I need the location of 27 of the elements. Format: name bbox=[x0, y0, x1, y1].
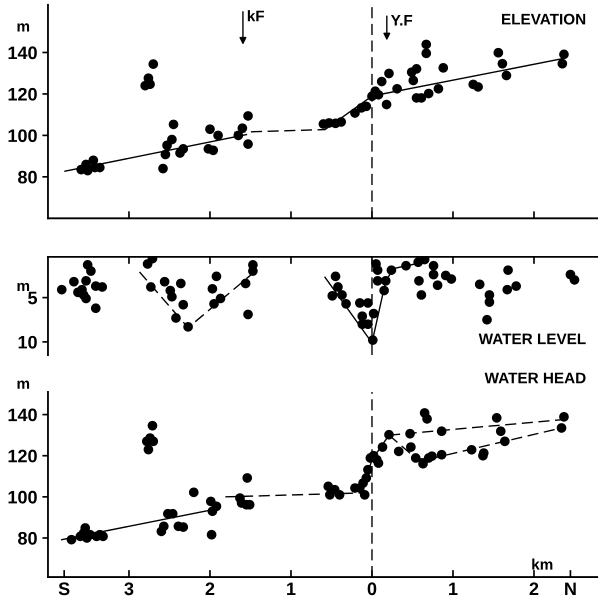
x-tick-label: 1 bbox=[449, 582, 458, 596]
chart-title: WATER HEAD bbox=[484, 372, 586, 384]
y-tick-label: 140 bbox=[8, 408, 37, 422]
y-tick-label: 100 bbox=[8, 129, 37, 142]
x-tick-label: 3 bbox=[124, 582, 134, 596]
y-tick-label: 120 bbox=[8, 450, 37, 462]
y-tick-label: 5 bbox=[28, 292, 38, 304]
y-tick-label: 10 bbox=[18, 336, 37, 349]
y-tick-label: 80 bbox=[18, 170, 37, 184]
y-axis-title: m bbox=[17, 380, 30, 389]
y-tick-label: 120 bbox=[8, 88, 37, 101]
x-tick-label: 2 bbox=[206, 582, 214, 596]
x-tick-label: S bbox=[58, 582, 70, 596]
x-tick-label: 1 bbox=[287, 582, 296, 596]
y-tick-label: 80 bbox=[18, 532, 37, 545]
x-tick-label: N bbox=[565, 582, 576, 596]
y-axis-title: m bbox=[17, 282, 30, 292]
annotation: Y.F bbox=[390, 14, 412, 26]
y-axis-title: m bbox=[17, 23, 30, 32]
x-axis-title: km bbox=[532, 558, 552, 570]
chart-title: ELEVATION bbox=[502, 14, 586, 25]
x-tick-label: 2 bbox=[530, 582, 538, 596]
y-tick-label: 100 bbox=[8, 490, 37, 504]
annotation: kF bbox=[248, 10, 264, 22]
y-tick-label: 140 bbox=[8, 46, 37, 60]
x-tick-label: 0 bbox=[368, 582, 376, 596]
text: WATER LEVEL bbox=[478, 334, 586, 344]
